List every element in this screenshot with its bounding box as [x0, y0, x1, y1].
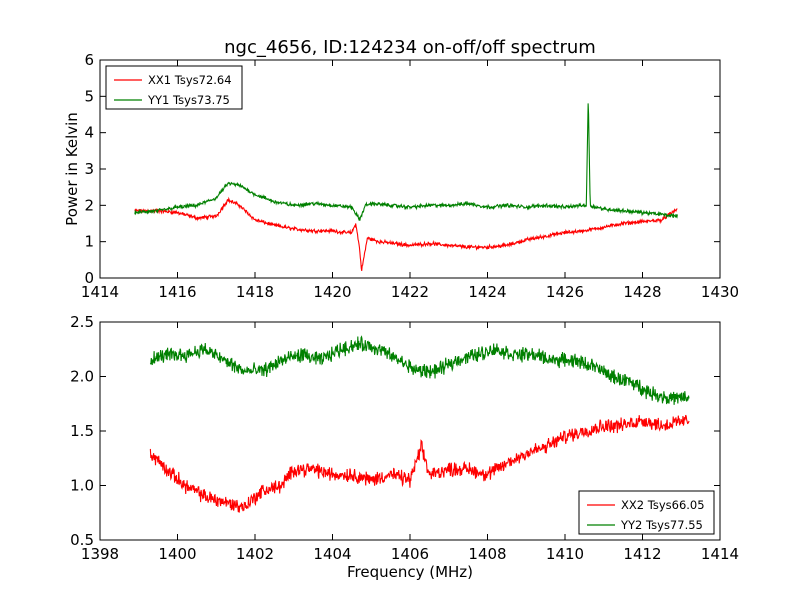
- x-axis-label: Frequency (MHz): [347, 563, 473, 581]
- legend-box: [578, 490, 715, 535]
- y-tick-label: 0: [84, 269, 94, 287]
- x-tick-label: 1406: [391, 545, 429, 563]
- legend-entry: YY1 Tsys73.75: [147, 93, 230, 107]
- series-line-2: [134, 103, 678, 222]
- x-tick-label: 1400: [158, 545, 196, 563]
- y-tick-label: 1: [84, 233, 94, 251]
- y-tick-label: 2: [84, 196, 94, 214]
- x-tick-label: 1398: [81, 545, 119, 563]
- legend-entry: XX1 Tsys72.64: [148, 73, 232, 87]
- y-axis-label: Power in Kelvin: [63, 112, 81, 226]
- lower-panel: 1398 1400 1402 1404 1406 1408 1410 1412 1414 0.5 1…: [70, 313, 739, 563]
- x-tick-label: 1416: [158, 283, 196, 301]
- series-line-1: [134, 196, 678, 271]
- y-tick-label: 6: [84, 51, 94, 69]
- y-tick-label: 2.0: [70, 368, 94, 386]
- legend: XX2 Tsys66.05 YY2 Tsys77.55: [578, 490, 715, 535]
- y-tick-label: 2.5: [70, 313, 94, 331]
- x-tick-label: 1410: [546, 545, 584, 563]
- series-line-2: [149, 335, 690, 405]
- x-tick-label: 1414: [701, 545, 739, 563]
- x-tick-label: 1402: [236, 545, 274, 563]
- x-tick-label: 1418: [236, 283, 274, 301]
- series-line-1: [149, 414, 690, 513]
- x-tick-label: 1426: [546, 283, 584, 301]
- x-tick-label: 1422: [391, 283, 429, 301]
- x-tick-label: 1414: [81, 283, 119, 301]
- legend: XX1 Tsys72.64 YY1 Tsys73.75: [105, 65, 243, 110]
- y-tick-label: 1.0: [70, 477, 94, 495]
- x-tick-label: 1412: [623, 545, 661, 563]
- legend-box: [105, 65, 243, 110]
- y-tick-label: 5: [84, 87, 94, 105]
- x-tick-label: 1408: [468, 545, 506, 563]
- x-tick-label: 1428: [623, 283, 661, 301]
- y-tick-label: 1.5: [70, 422, 94, 440]
- y-tick-label: 4: [84, 124, 94, 142]
- x-tick-label: 1424: [468, 283, 506, 301]
- upper-panel: 1414 1416 1418 1420 1422 1424 1426 1428 1430 0 1 2 3…: [81, 51, 739, 301]
- x-tick-label: 1430: [701, 283, 739, 301]
- y-tick-label: 3: [84, 160, 94, 178]
- figure-title: ngc_4656, ID:124234 on-off/off spectrum: [224, 37, 596, 58]
- y-tick-label: 0.5: [70, 531, 94, 549]
- legend-entry: XX2 Tsys66.05: [621, 498, 705, 512]
- x-tick-label: 1404: [313, 545, 351, 563]
- legend-entry: YY2 Tsys77.55: [620, 518, 703, 532]
- x-tick-label: 1420: [313, 283, 351, 301]
